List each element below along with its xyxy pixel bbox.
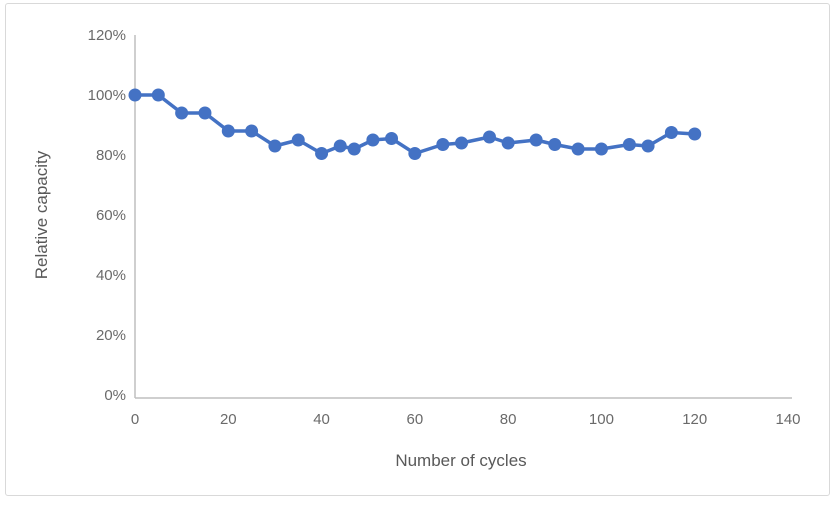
y-tick-label: 20% bbox=[96, 327, 126, 344]
data-point-marker bbox=[385, 132, 399, 145]
y-tick-label: 40% bbox=[96, 267, 126, 284]
data-point-marker bbox=[641, 139, 655, 153]
data-point-marker bbox=[571, 142, 585, 156]
x-tick-label: 20 bbox=[220, 411, 237, 428]
data-point-marker bbox=[529, 133, 543, 147]
data-point-marker bbox=[482, 130, 496, 144]
data-point-marker bbox=[594, 142, 608, 156]
x-tick-label: 40 bbox=[313, 411, 330, 428]
x-tick-label: 60 bbox=[407, 411, 424, 428]
data-series-line bbox=[133, 93, 697, 156]
data-point-marker bbox=[347, 142, 361, 156]
y-tick-label: 100% bbox=[88, 87, 126, 104]
data-point-marker bbox=[128, 88, 142, 102]
data-point-marker bbox=[366, 133, 380, 147]
data-point-marker bbox=[455, 136, 468, 150]
x-tick-label: 80 bbox=[500, 411, 517, 428]
x-axis-title: Number of cycles bbox=[395, 451, 526, 470]
data-point-marker bbox=[221, 124, 235, 138]
y-axis-title: Relative capacity bbox=[32, 150, 51, 279]
data-point-marker bbox=[333, 139, 347, 153]
data-point-marker bbox=[291, 133, 305, 147]
data-point-marker bbox=[175, 106, 189, 120]
data-point-marker bbox=[688, 127, 702, 141]
data-point-marker bbox=[315, 147, 329, 160]
x-tick-label: 100 bbox=[589, 411, 614, 428]
axes-layer bbox=[134, 35, 792, 399]
data-point-marker bbox=[408, 147, 422, 160]
x-tick-label: 140 bbox=[775, 411, 800, 428]
x-tick-label: 0 bbox=[131, 411, 139, 428]
data-series-layer bbox=[128, 88, 702, 160]
data-point-marker bbox=[548, 138, 562, 151]
tick-labels-layer: 0% 20% 40% 60% 80% 100% 120% 0 20 40 60 80 100 120 140 bbox=[88, 27, 801, 428]
data-point-marker bbox=[622, 138, 636, 151]
data-point-marker bbox=[151, 88, 165, 102]
data-point-marker bbox=[198, 106, 212, 120]
data-point-marker bbox=[245, 124, 259, 138]
y-tick-label: 120% bbox=[88, 27, 126, 44]
data-point-marker bbox=[268, 139, 282, 153]
data-point-marker bbox=[436, 138, 450, 151]
y-tick-label: 60% bbox=[96, 207, 126, 224]
data-point-marker bbox=[664, 126, 678, 139]
y-tick-label: 0% bbox=[104, 387, 126, 404]
y-tick-label: 80% bbox=[96, 147, 126, 164]
data-point-marker bbox=[501, 136, 515, 150]
x-tick-label: 120 bbox=[682, 411, 707, 428]
